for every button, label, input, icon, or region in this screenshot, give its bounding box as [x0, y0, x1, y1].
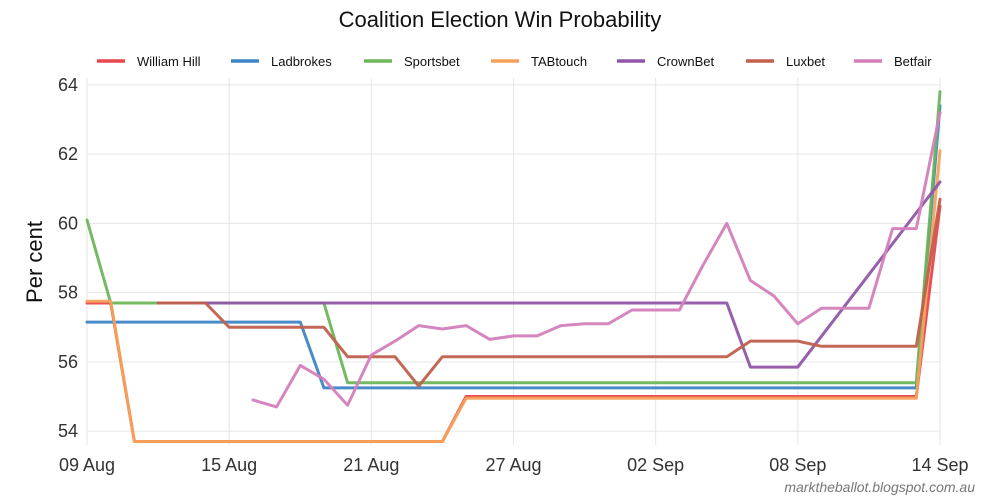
series-line-tabtouch	[85, 149, 942, 443]
axes: 09 Aug 15 Aug 21 Aug 27 Aug 02 Sep 08 Sep 14 S…	[58, 75, 969, 475]
y-axis-label: Per cent	[22, 221, 47, 303]
x-tick-label: 08 Sep	[769, 455, 826, 475]
legend-label-tabtouch: TABtouch	[531, 54, 587, 69]
legend: William Hill Ladbrokes Sportsbet TABtouch Cr…	[97, 54, 932, 69]
series-line-crownbet	[156, 180, 942, 369]
series-line-betfair	[251, 111, 942, 409]
legend-label-luxbet: Luxbet	[786, 54, 825, 69]
series-line-luxbet	[156, 197, 942, 388]
chart-title: Coalition Election Win Probability	[339, 7, 662, 32]
legend-label-william-hill: William Hill	[137, 54, 201, 69]
x-tick-label: 14 Sep	[911, 455, 968, 475]
y-tick-label: 54	[58, 421, 78, 441]
grid	[86, 78, 941, 445]
y-tick-label: 62	[58, 144, 78, 164]
legend-label-sportsbet: Sportsbet	[404, 54, 460, 69]
y-tick-label: 60	[58, 213, 78, 233]
legend-label-betfair: Betfair	[894, 54, 932, 69]
source-footnote: marktheballot.blogspot.com.au	[784, 479, 975, 495]
x-tick-label: 09 Aug	[59, 455, 115, 475]
x-tick-label: 27 Aug	[485, 455, 541, 475]
legend-label-ladbrokes: Ladbrokes	[271, 54, 332, 69]
y-tick-label: 56	[58, 352, 78, 372]
x-tick-label: 21 Aug	[343, 455, 399, 475]
series-lines	[85, 90, 942, 443]
x-tick-label: 02 Sep	[627, 455, 684, 475]
y-tick-label: 58	[58, 283, 78, 303]
y-tick-label: 64	[58, 75, 78, 95]
x-tick-label: 15 Aug	[201, 455, 257, 475]
legend-label-crownbet: CrownBet	[657, 54, 714, 69]
